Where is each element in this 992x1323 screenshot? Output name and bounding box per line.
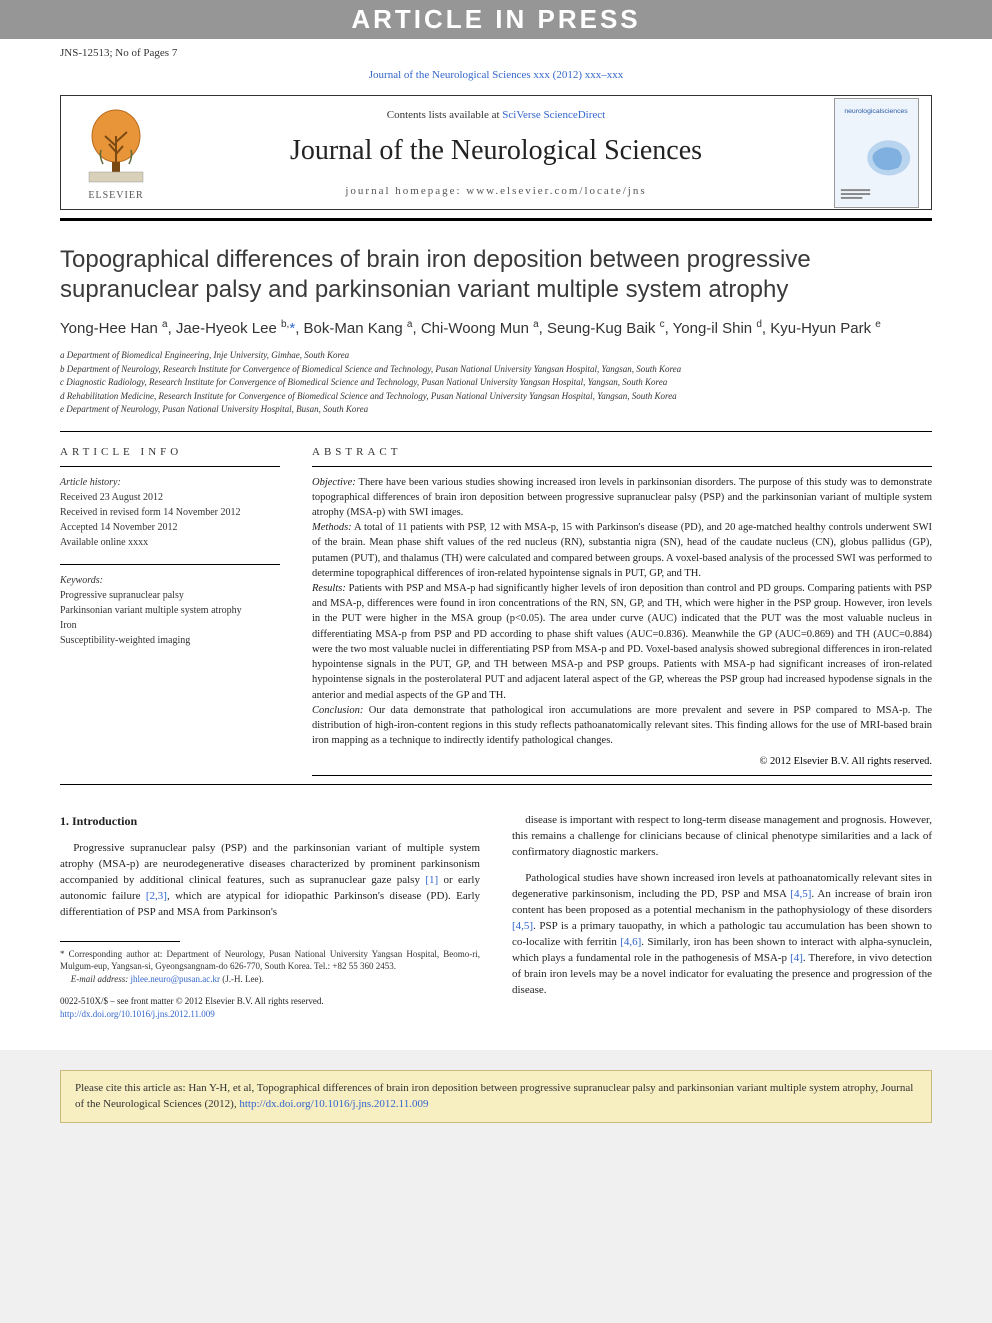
abstract-copyright: © 2012 Elsevier B.V. All rights reserved… [312,756,932,767]
masthead-center: Contents lists available at SciVerse Sci… [171,96,821,209]
issn-line: 0022-510X/$ – see front matter © 2012 El… [60,995,480,1008]
article-info-head: ARTICLE INFO [60,446,280,458]
publisher-block: ELSEVIER [61,96,171,209]
cite-2-3[interactable]: [2,3] [146,890,167,902]
page-container: JNS-12513; No of Pages 7 Journal of the … [0,39,992,1050]
info-abstract-row: ARTICLE INFO Article history: Received 2… [60,446,932,785]
article-title: Topographical differences of brain iron … [60,245,932,305]
intro-heading: 1. Introduction [60,813,480,830]
footnotes: * Corresponding author at: Department of… [60,948,480,986]
right-para-2: Pathological studies have shown increase… [512,871,932,999]
history-revised: Received in revised form 14 November 201… [60,505,280,520]
conclusion-label: Conclusion: [312,705,363,716]
results-text: Patients with PSP and MSA-p had signific… [312,583,932,701]
methods-text: A total of 11 patients with PSP, 12 with… [312,522,932,579]
rule-below-abstract [60,784,932,785]
email-label: E-mail address: [71,974,131,984]
email-link[interactable]: jhlee.neuro@pusan.ac.kr [130,974,220,984]
methods-label: Methods: [312,522,352,533]
journal-title: Journal of the Neurological Sciences [171,135,821,167]
keyword-2: Parkinsonian variant multiple system atr… [60,603,280,618]
conclusion-text: Our data demonstrate that pathological i… [312,705,932,746]
doi-block: 0022-510X/$ – see front matter © 2012 El… [60,995,480,1020]
cover-thumb-block: neurologicalsciences [821,96,931,209]
affiliation-c: c Diagnostic Radiology, Research Institu… [60,376,932,390]
article-ref-line: JNS-12513; No of Pages 7 [60,39,932,63]
results-label: Results: [312,583,346,594]
affiliation-b: b Department of Neurology, Research Inst… [60,363,932,377]
in-press-banner: ARTICLE IN PRESS [0,0,992,39]
abstract-text: Objective: There have been various studi… [312,475,932,749]
cite-4-5a[interactable]: [4,5] [790,888,811,900]
keyword-3: Iron [60,618,280,633]
journal-reference: Journal of the Neurological Sciences xxx… [60,63,932,95]
cite-1[interactable]: [1] [425,874,438,886]
footnote-rule [60,941,180,942]
article-history: Article history: Received 23 August 2012… [60,475,280,550]
history-label: Article history: [60,475,280,490]
history-online: Available online xxxx [60,535,280,550]
right-para-1: disease is important with respect to lon… [512,813,932,861]
rule-above-info [60,431,932,432]
intro-text-a: Progressive supranuclear palsy (PSP) and… [60,842,480,886]
article-info-column: ARTICLE INFO Article history: Received 2… [60,446,280,785]
publisher-name: ELSEVIER [88,190,143,201]
email-suffix: (J.-H. Lee). [220,974,264,984]
elsevier-tree-icon [81,106,151,186]
keyword-1: Progressive supranuclear palsy [60,588,280,603]
journal-homepage: journal homepage: www.elsevier.com/locat… [171,185,821,197]
right-column: disease is important with respect to lon… [512,813,932,1020]
contents-line: Contents lists available at SciVerse Sci… [171,109,821,121]
contents-prefix: Contents lists available at [387,109,502,121]
rule-below-masthead [60,218,932,221]
cite-4[interactable]: [4] [790,952,803,964]
scidirect-link[interactable]: SciVerse ScienceDirect [502,109,605,121]
journal-cover-icon: neurologicalsciences [834,98,919,208]
affiliations: a Department of Biomedical Engineering, … [60,349,932,417]
body-columns: 1. Introduction Progressive supranuclear… [60,813,932,1020]
objective-label: Objective: [312,477,356,488]
email-line: E-mail address: jhlee.neuro@pusan.ac.kr … [60,973,480,986]
left-column: 1. Introduction Progressive supranuclear… [60,813,480,1020]
keywords-label: Keywords: [60,573,280,588]
citebox-doi-link[interactable]: http://dx.doi.org/10.1016/j.jns.2012.11.… [239,1098,428,1110]
abstract-column: ABSTRACT Objective: There have been vari… [312,446,932,785]
authors-line: Yong-Hee Han a, Jae-Hyeok Lee b,*, Bok-M… [60,319,932,337]
doi-link[interactable]: http://dx.doi.org/10.1016/j.jns.2012.11.… [60,1009,215,1019]
please-cite-box: Please cite this article as: Han Y-H, et… [60,1070,932,1123]
affiliation-d: d Rehabilitation Medicine, Research Inst… [60,390,932,404]
objective-text: There have been various studies showing … [312,477,932,518]
cite-4-6[interactable]: [4,6] [620,936,641,948]
cite-4-5b[interactable]: [4,5] [512,920,533,932]
abstract-head: ABSTRACT [312,446,932,458]
history-received: Received 23 August 2012 [60,490,280,505]
citebox-text: Please cite this article as: Han Y-H, et… [75,1082,913,1109]
masthead: ELSEVIER Contents lists available at Sci… [60,95,932,210]
affiliation-a: a Department of Biomedical Engineering, … [60,349,932,363]
intro-para-1: Progressive supranuclear palsy (PSP) and… [60,841,480,921]
history-accepted: Accepted 14 November 2012 [60,520,280,535]
corresponding-author: * Corresponding author at: Department of… [60,948,480,973]
keyword-4: Susceptibility-weighted imaging [60,633,280,648]
svg-text:neurologicalsciences: neurologicalsciences [844,107,908,114]
keywords-block: Keywords: Progressive supranuclear palsy… [60,573,280,648]
affiliation-e: e Department of Neurology, Pusan Nationa… [60,403,932,417]
